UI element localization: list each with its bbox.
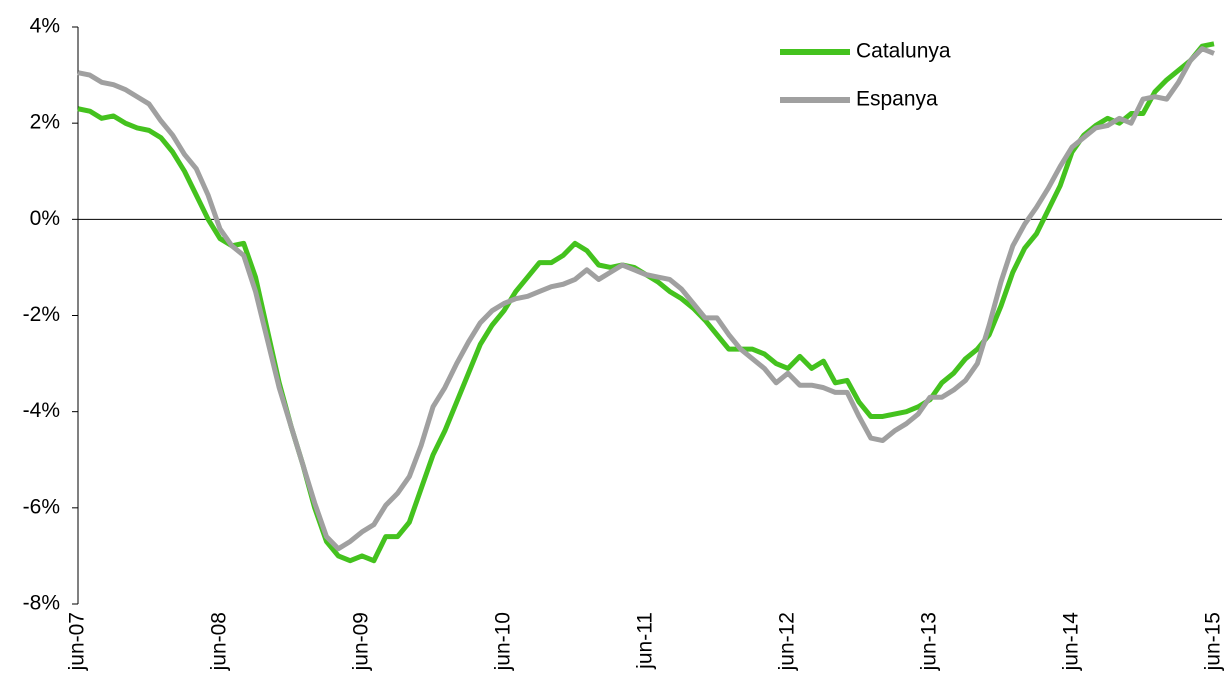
y-tick-label: 2% xyxy=(30,111,60,134)
series-line xyxy=(77,46,1215,552)
legend-label: Catalunya xyxy=(856,40,951,63)
x-tick-label: jun-15 xyxy=(1202,612,1224,671)
y-tick-label: -2% xyxy=(23,303,60,326)
y-tick-label: 4% xyxy=(30,15,60,38)
x-tick-label: jun-13 xyxy=(918,612,941,671)
x-tick-label: jun-12 xyxy=(776,612,799,671)
series-line xyxy=(77,41,1215,564)
x-tick-label: jun-14 xyxy=(1060,612,1083,672)
x-tick-label: jun-07 xyxy=(66,612,89,671)
y-tick-label: 0% xyxy=(30,207,60,230)
legend-label: Espanya xyxy=(856,88,938,111)
y-tick-label: -4% xyxy=(23,399,60,422)
x-tick-label: jun-10 xyxy=(492,612,515,671)
x-tick-label: jun-09 xyxy=(350,612,373,671)
x-tick-label: jun-08 xyxy=(208,612,231,671)
y-tick-label: -8% xyxy=(23,592,60,615)
x-tick-label: jun-11 xyxy=(634,612,657,670)
y-tick-label: -6% xyxy=(23,495,60,518)
